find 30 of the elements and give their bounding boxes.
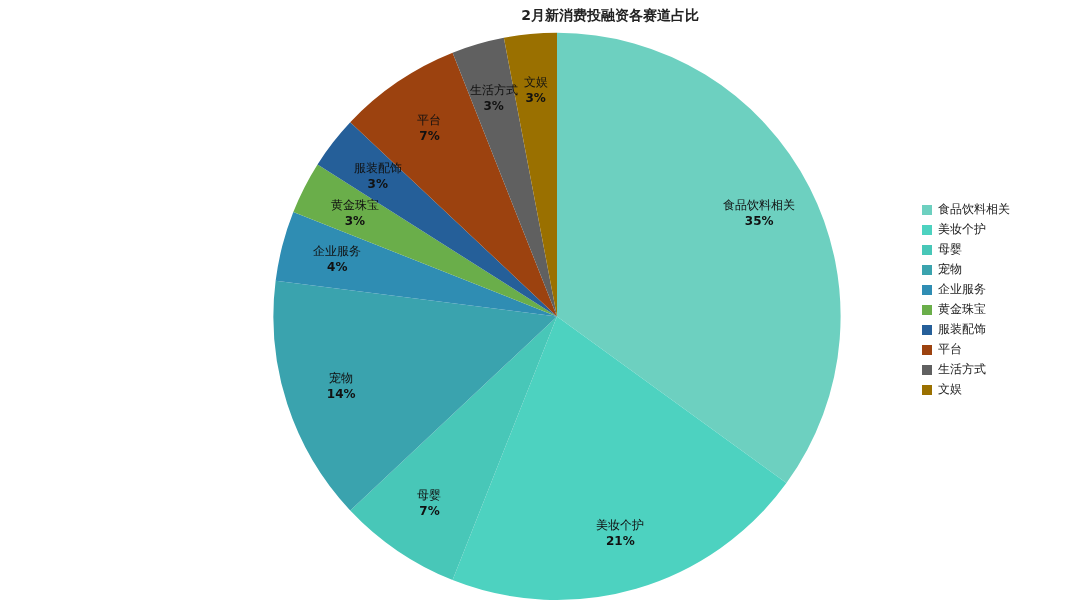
data-label: 3% xyxy=(344,213,366,228)
slice-label: 企业服务 xyxy=(313,244,362,259)
data-label: 3% xyxy=(483,98,504,113)
slice-label: 服装配饰 xyxy=(353,161,402,176)
slice-label: 黄金珠宝 xyxy=(330,197,379,212)
legend-label: 企业服务 xyxy=(938,282,986,297)
data-label: 7% xyxy=(419,128,440,143)
legend-label: 宠物 xyxy=(938,262,962,277)
slice-label: 宠物 xyxy=(329,370,354,385)
slice-label: 文娱 xyxy=(523,74,548,89)
legend-label: 食品饮料相关 xyxy=(938,202,1010,217)
legend-label: 黄金珠宝 xyxy=(938,302,986,317)
slice-label: 平台 xyxy=(417,112,442,127)
chart-title: 2月新消费投融资各赛道占比 xyxy=(521,7,699,24)
data-label: 4% xyxy=(327,260,348,275)
legend-label: 平台 xyxy=(938,342,962,357)
slice-label: 食品饮料相关 xyxy=(723,197,796,212)
slice-label: 母婴 xyxy=(417,488,442,503)
legend-label: 文娱 xyxy=(938,382,962,397)
data-label: 3% xyxy=(367,177,388,192)
slice-label: 美妆个护 xyxy=(596,518,645,533)
legend-label: 美妆个护 xyxy=(938,222,986,237)
legend-label: 服装配饰 xyxy=(938,322,986,337)
data-label: 7% xyxy=(419,504,440,519)
data-label: 35% xyxy=(744,213,774,228)
data-label: 14% xyxy=(326,386,356,401)
data-label: 3% xyxy=(525,90,546,105)
legend-label: 生活方式 xyxy=(938,362,986,377)
legend-label: 母婴 xyxy=(938,242,962,257)
data-label: 21% xyxy=(605,534,635,549)
